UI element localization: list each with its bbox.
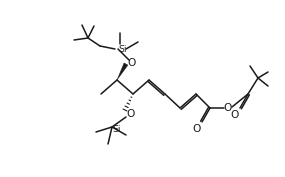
Polygon shape — [117, 63, 128, 80]
Text: O: O — [127, 109, 135, 119]
Text: Si: Si — [119, 44, 127, 53]
Text: O: O — [224, 103, 232, 113]
Text: Si: Si — [113, 125, 121, 135]
Text: O: O — [128, 58, 136, 68]
Text: O: O — [231, 110, 239, 120]
Text: O: O — [193, 124, 201, 134]
